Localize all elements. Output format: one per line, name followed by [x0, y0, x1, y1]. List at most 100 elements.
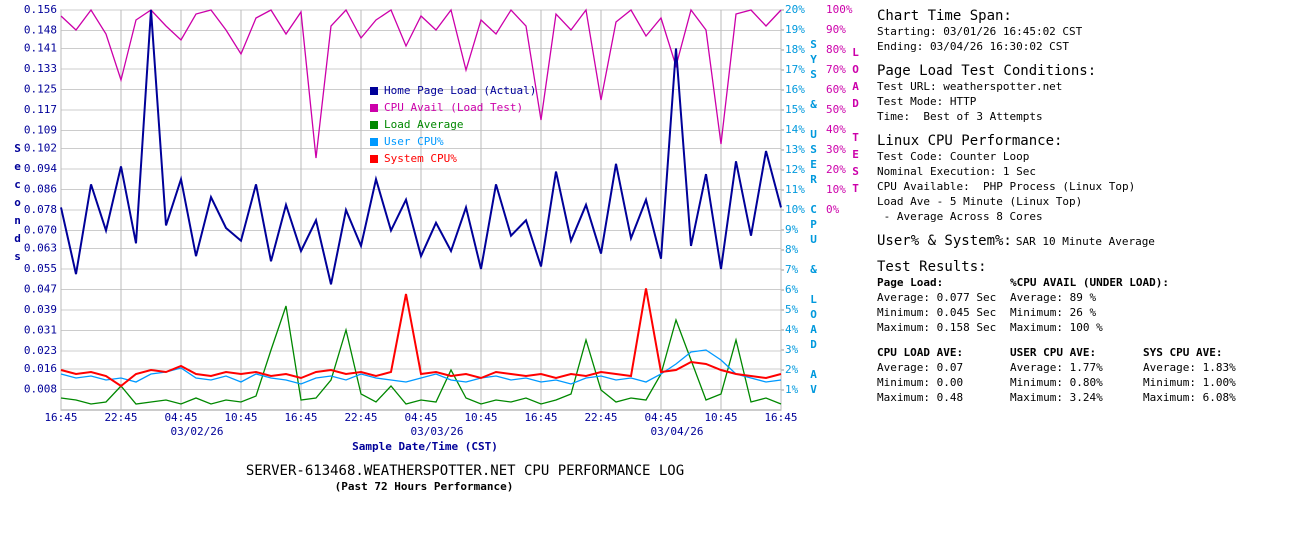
result-line: Average: 0.07: [877, 361, 964, 374]
y-tick-label: 0.055: [24, 262, 57, 275]
info-line: Test Mode: HTTP: [877, 95, 977, 108]
result-group: %CPU AVAIL (UNDER LOAD): Average: 89 % Min…: [1010, 275, 1169, 335]
y-tick-label: 0.094: [24, 162, 57, 175]
info-section: User% & System%: SAR 10 Minute Average: [877, 233, 1297, 250]
heading-text: Page Load Test Conditions:: [877, 63, 1097, 79]
series-line: [60, 288, 782, 388]
y3-tick-label: 100%: [826, 3, 853, 16]
result-line: Minimum: 0.045 Sec: [877, 306, 997, 319]
result-line: Maximum: 3.24%: [1010, 391, 1103, 404]
x-tick-label: 10:45: [704, 411, 737, 424]
section-heading: Chart Time Span:: [877, 8, 1297, 24]
y3-tick-label: 50%: [826, 103, 846, 116]
y3-axis-label: LOAD TEST: [849, 46, 862, 199]
y-tick-label: 0.078: [24, 203, 57, 216]
legend-label: Home Page Load (Actual): [384, 84, 536, 97]
info-section: Linux CPU Performance: Test Code: Counter…: [877, 133, 1297, 224]
y3-tick-label: 70%: [826, 63, 846, 76]
result-line: Minimum: 0.80%: [1010, 376, 1103, 389]
y2-tick-label: 17%: [785, 63, 805, 76]
y-axis-label: Seconds: [11, 142, 24, 268]
result-group: SYS CPU AVE: Average: 1.83% Minimum: 1.00%…: [1143, 345, 1276, 405]
section-heading: Test Results:: [877, 259, 987, 275]
y3-tick-label: 40%: [826, 123, 846, 136]
y-tick-label: 0.125: [24, 82, 57, 95]
y-tick-label: 0.156: [24, 3, 57, 16]
x-date-label: 03/03/26: [411, 425, 464, 438]
legend-swatch: [370, 87, 378, 95]
section-heading: Page Load Test Conditions:: [877, 63, 1297, 79]
result-line: Minimum: 1.00%: [1143, 376, 1236, 389]
inline-note: SAR 10 Minute Average: [1015, 235, 1155, 248]
x-tick-label: 04:45: [644, 411, 677, 424]
result-line: Minimum: 26 %: [1010, 306, 1097, 319]
chart-title: SERVER-613468.WEATHERSPOTTER.NET CPU PER…: [246, 463, 684, 479]
legend-label: CPU Avail (Load Test): [384, 101, 523, 114]
result-group: USER CPU AVE: Average: 1.77% Minimum: 0.80…: [1010, 345, 1143, 405]
x-tick-label: 22:45: [584, 411, 617, 424]
y-tick-label: 0.109: [24, 124, 57, 137]
x-tick-label: 04:45: [164, 411, 197, 424]
chart-subtitle: (Past 72 Hours Performance): [335, 480, 514, 493]
y2-tick-label: 9%: [785, 223, 799, 236]
x-tick-label: 16:45: [764, 411, 797, 424]
result-line: Average: 1.83%: [1143, 361, 1236, 374]
legend-swatch: [370, 155, 378, 163]
y-tick-label: 0.031: [24, 324, 57, 337]
result-line: Maximum: 6.08%: [1143, 391, 1236, 404]
result-line: Maximum: 0.48: [877, 391, 964, 404]
legend-label: System CPU%: [384, 152, 457, 165]
section-heading: User% & System%: SAR 10 Minute Average: [877, 233, 1297, 250]
y3-tick-label: 90%: [826, 23, 846, 36]
section-heading: Linux CPU Performance:: [877, 133, 1297, 149]
y2-tick-label: 15%: [785, 103, 805, 116]
x-tick-label: 16:45: [284, 411, 317, 424]
heading-text: Linux CPU Performance:: [877, 133, 1063, 149]
series-line: [60, 349, 782, 385]
result-line: Average: 0.077 Sec: [877, 291, 997, 304]
info-line: CPU Available: PHP Process (Linux Top): [877, 180, 1136, 193]
x-tick-label: 16:45: [524, 411, 557, 424]
results-row: Page Load: Average: 0.077 Sec Minimum: 0.0…: [877, 275, 1297, 335]
x-date-label: 03/02/26: [171, 425, 224, 438]
result-line: Maximum: 0.158 Sec: [877, 321, 997, 334]
y3-tick-label: 10%: [826, 183, 846, 196]
y2-tick-label: 3%: [785, 343, 799, 356]
y3-tick-label: 80%: [826, 43, 846, 56]
info-line: Nominal Execution: 1 Sec: [877, 165, 1036, 178]
y-tick-label: 0.023: [24, 344, 57, 357]
legend-swatch: [370, 104, 378, 112]
y-tick-label: 0.117: [24, 103, 57, 116]
result-line: Average: 1.77%: [1010, 361, 1103, 374]
heading-text: User% & System%:: [877, 233, 1012, 249]
info-line: Test Code: Counter Loop: [877, 150, 1030, 163]
series-line: [60, 8, 782, 159]
y-tick-label: 0.148: [24, 24, 57, 37]
group-heading: SYS CPU AVE:: [1143, 346, 1223, 359]
y2-tick-label: 2%: [785, 363, 799, 376]
y2-tick-label: 10%: [785, 203, 805, 216]
group-heading: %CPU AVAIL (UNDER LOAD):: [1010, 276, 1169, 289]
heading-text: Chart Time Span:: [877, 8, 1012, 24]
y-tick-label: 0.016: [24, 362, 57, 375]
legend-label: User CPU%: [384, 135, 444, 148]
result-line: Average: 89 %: [1010, 291, 1097, 304]
x-axis-label: Sample Date/Time (CST): [352, 440, 498, 453]
y2-tick-label: 5%: [785, 303, 799, 316]
result-line: Minimum: 0.00: [877, 376, 964, 389]
result-group: Page Load: Average: 0.077 Sec Minimum: 0.0…: [877, 275, 1010, 335]
y-tick-label: 0.141: [24, 41, 57, 54]
x-date-label: 03/04/26: [651, 425, 704, 438]
info-line: Time: Best of 3 Attempts: [877, 110, 1043, 123]
info-line: Load Ave - 5 Minute (Linux Top): [877, 195, 1083, 208]
group-heading: USER CPU AVE:: [1010, 346, 1097, 359]
y2-tick-label: 14%: [785, 123, 805, 136]
legend-label: Load Average: [384, 118, 463, 131]
y3-tick-label: 0%: [826, 203, 840, 216]
results-row: CPU LOAD AVE: Average: 0.07 Minimum: 0.00 M…: [877, 345, 1297, 405]
info-panel: Chart Time Span: Starting: 03/01/26 16:45…: [877, 8, 1297, 415]
y-tick-label: 0.070: [24, 224, 57, 237]
info-section: Page Load Test Conditions: Test URL: weat…: [877, 63, 1297, 124]
y2-tick-label: 13%: [785, 143, 805, 156]
